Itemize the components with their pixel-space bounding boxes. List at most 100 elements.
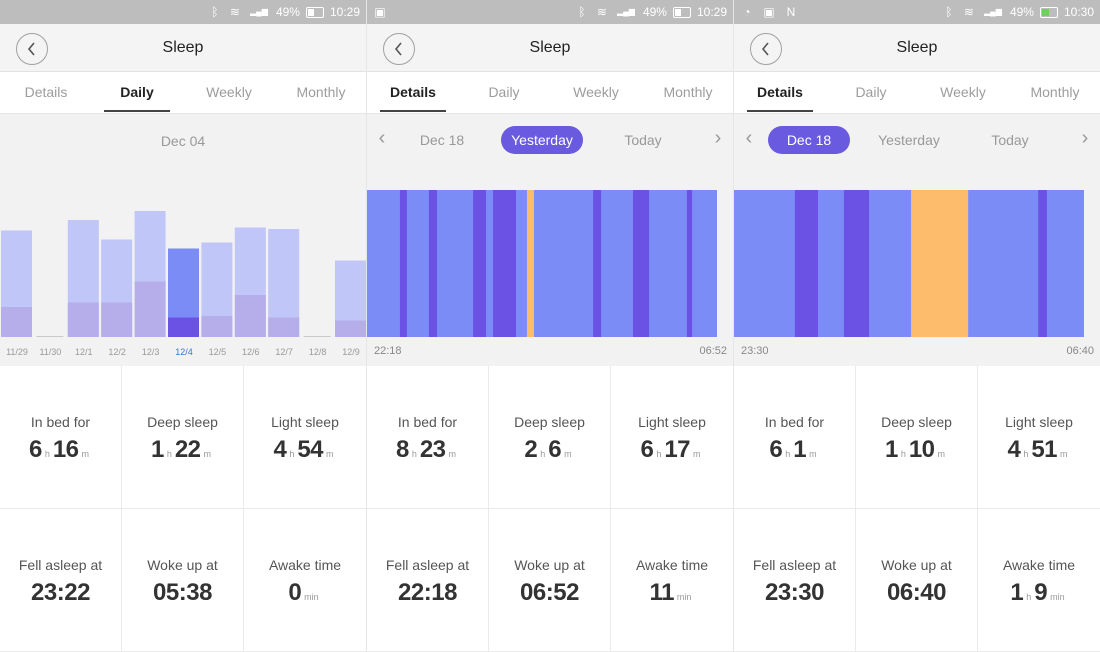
stat-label: Awake time: [268, 557, 342, 573]
bar-deep-11/29: [1, 307, 32, 337]
tab-bar: Details Daily Weekly Monthly: [0, 72, 366, 114]
sleep-screen-2: ▣ ᛒ ≋ ▂▄▆ 49% 10:29 Sleep Details Daily Weekly Mon…: [366, 0, 733, 652]
chart-area: ‹ Dec 18 Yesterday Today › 22:18 06:52: [367, 114, 733, 366]
hours-value: 4: [273, 436, 287, 463]
stat-in-bed-for: In bed for 6 h 1 m: [734, 366, 856, 509]
stat-value: 1 h 22 m: [122, 436, 243, 464]
page-title: Sleep: [896, 39, 938, 56]
hours-value: 6: [28, 436, 42, 463]
bar-empty-11/30: [36, 336, 64, 337]
tab-bar: Details Daily Weekly Monthly: [734, 72, 1100, 114]
date-option-prev[interactable]: Dec 18: [419, 132, 465, 148]
tab-weekly[interactable]: Weekly: [206, 84, 252, 100]
hours-unit: h: [411, 449, 417, 459]
hours-unit: h: [785, 449, 791, 459]
value-number: 23:22: [31, 579, 90, 606]
x-tick-label: 12/7: [275, 347, 293, 357]
hours-unit: h: [166, 449, 172, 459]
prev-date-arrow[interactable]: ‹: [745, 127, 753, 149]
tab-details[interactable]: Details: [373, 84, 453, 112]
hours-value: 6: [640, 436, 654, 463]
stat-value: 23:30: [734, 579, 855, 607]
tab-details[interactable]: Details: [24, 84, 68, 100]
back-button[interactable]: [16, 33, 48, 65]
stat-deep-sleep: Deep sleep 2 h 6 m: [489, 366, 611, 509]
value-number: 05:38: [153, 579, 212, 606]
value-number: 11: [649, 579, 675, 606]
segment-deep: [686, 190, 693, 337]
minutes-unit: m: [937, 449, 946, 459]
date-option-prev[interactable]: Dec 18: [768, 126, 850, 154]
stat-in-bed-for: In bed for 6 h 16 m: [0, 366, 122, 509]
bar-deep-12/4: [168, 317, 199, 337]
value-number: 23:30: [765, 579, 824, 606]
tab-weekly[interactable]: Weekly: [573, 84, 619, 100]
minutes-unit: m: [564, 449, 572, 459]
segment-light: [968, 190, 1039, 337]
sleep-stats-grid: In bed for 6 h 16 m Deep sleep 1 h 22 m Light slee…: [0, 366, 366, 652]
tab-details[interactable]: Details: [740, 84, 820, 112]
tab-daily[interactable]: Daily: [855, 84, 887, 100]
date-option-today[interactable]: Today: [624, 132, 662, 148]
stat-value: 06:52: [489, 579, 610, 607]
stat-label: In bed for: [30, 414, 91, 430]
tab-monthly[interactable]: Monthly: [1030, 84, 1080, 100]
date-option-yesterday[interactable]: Yesterday: [501, 126, 583, 154]
segment-deep: [843, 190, 870, 337]
x-tick-label: 11/30: [39, 347, 62, 357]
signal-icon: ▂▄▆: [249, 7, 268, 16]
minutes-value: 22: [174, 436, 201, 463]
n-app-icon: N: [786, 5, 796, 19]
segment-deep: [593, 190, 602, 337]
stat-fell-asleep-at: Fell asleep at 23:30: [734, 509, 856, 652]
daily-sleep-bar-chart: [1, 211, 366, 337]
segment-deep: [794, 190, 819, 337]
back-button[interactable]: [383, 33, 415, 65]
whatsapp-icon: ◔: [743, 5, 751, 19]
value-number: 06:40: [887, 579, 946, 606]
prev-date-arrow[interactable]: ‹: [378, 127, 386, 149]
stat-label: Light sleep: [1005, 414, 1073, 430]
sleep-screen-3: ◔ ▣ N ᛒ ≋ ▂▄▆ 49% 10:30 Sleep Details Daily Weekly M…: [733, 0, 1100, 652]
segment-light: [1046, 190, 1084, 337]
status-right: ᛒ ≋ ▂▄▆ 49% 10:30: [942, 5, 1094, 19]
x-tick-label: 12/1: [75, 347, 93, 357]
segment-awake: [911, 190, 969, 337]
status-left-icons: ▣: [373, 5, 387, 19]
tab-daily[interactable]: Daily: [97, 84, 177, 112]
battery-icon: [305, 6, 324, 18]
segment-light: [601, 190, 634, 337]
stat-label: Light sleep: [271, 414, 339, 430]
minutes-unit: m: [693, 449, 701, 459]
page-title: Sleep: [529, 39, 571, 56]
tab-weekly[interactable]: Weekly: [940, 84, 986, 100]
stat-value: 8 h 23 m: [367, 436, 488, 464]
value-unit: min: [676, 592, 692, 602]
status-bar: ◔ ▣ N ᛒ ≋ ▂▄▆ 49% 10:30: [734, 0, 1100, 24]
tab-daily[interactable]: Daily: [488, 84, 520, 100]
segment-light: [406, 190, 430, 337]
back-button[interactable]: [750, 33, 782, 65]
date-option-today[interactable]: Today: [991, 132, 1029, 148]
status-time: 10:29: [696, 5, 727, 19]
stat-value: 6 h 17 m: [611, 436, 733, 464]
next-date-arrow[interactable]: ›: [1081, 127, 1089, 149]
date-option-yesterday[interactable]: Yesterday: [878, 132, 940, 148]
chart-area: ‹ Dec 18 Yesterday Today › 23:30 06:40: [734, 114, 1100, 366]
segment-deep: [1038, 190, 1048, 337]
minutes-unit: m: [81, 449, 90, 459]
stat-value: 22:18: [367, 579, 488, 607]
segment-deep: [633, 190, 650, 337]
segment-light: [734, 190, 796, 337]
tab-monthly[interactable]: Monthly: [663, 84, 713, 100]
app-header: Sleep: [0, 24, 366, 72]
tab-monthly[interactable]: Monthly: [296, 84, 346, 100]
timeline-end-time: 06:40: [1066, 345, 1094, 357]
hours-value: 8: [395, 436, 409, 463]
segment-light: [516, 190, 528, 337]
next-date-arrow[interactable]: ›: [714, 127, 722, 149]
segment-light: [692, 190, 717, 337]
stat-value: 4 h 54 m: [244, 436, 366, 464]
bluetooth-icon: ᛒ: [211, 5, 219, 19]
